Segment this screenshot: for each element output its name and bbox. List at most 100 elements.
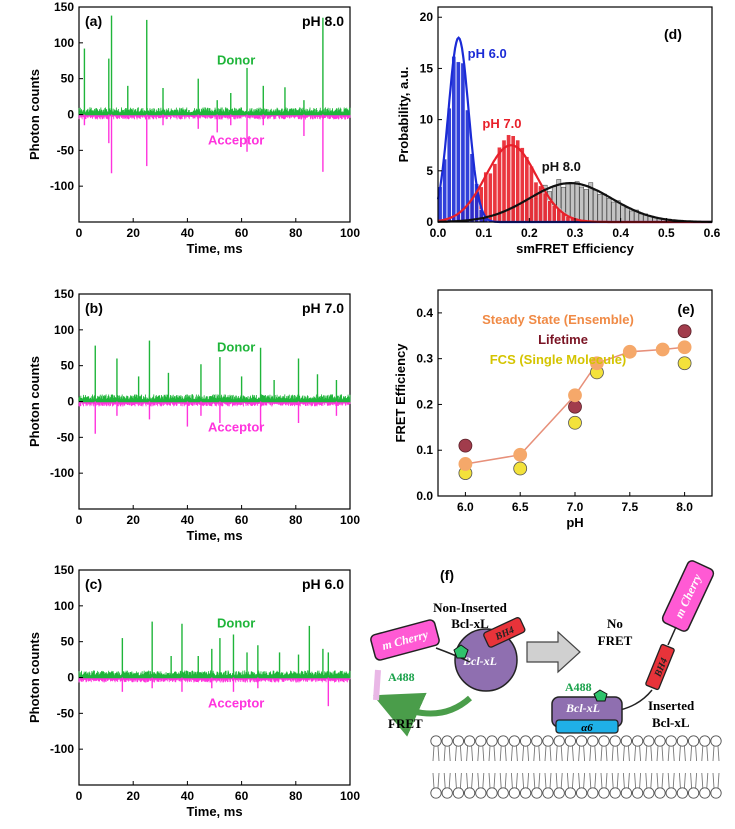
lipid-tail <box>544 772 552 789</box>
lipid-tail <box>667 772 675 789</box>
lipid-head <box>665 735 677 747</box>
x-tick-label: 80 <box>289 513 303 527</box>
lipid-head <box>687 735 700 747</box>
lipid-tail <box>678 745 686 762</box>
hist-bar-80 <box>579 186 584 223</box>
bclxl-label-left: Bcl-xL <box>462 654 497 668</box>
lipid-head <box>564 787 577 799</box>
lipid-head <box>441 787 453 799</box>
linker-top <box>667 626 677 646</box>
lipid-head <box>609 787 621 799</box>
x-axis-label: Time, ms <box>186 528 242 543</box>
y-axis-label: Photon counts <box>27 356 42 447</box>
no-fret-label-2: FRET <box>598 633 633 648</box>
panel-e-chart: 6.0 6.5 7.0 7.5 8.0 0.0 0.1 0.2 0.3 0.4 pH FRET Eff… <box>393 289 713 530</box>
donor-baseline <box>78 107 351 116</box>
lipid-tail <box>522 745 530 762</box>
lipid-tail <box>645 745 653 762</box>
lipid-tail <box>488 772 496 789</box>
legend-steady-state: Steady State (Ensemble) <box>482 312 634 327</box>
condition-label: pH 7.0 <box>302 300 344 316</box>
lipid-tail <box>578 772 586 789</box>
lipid-head <box>531 735 543 747</box>
point-fcs <box>677 356 692 371</box>
lipid-head <box>542 787 554 799</box>
lipid-tail <box>533 772 541 789</box>
lipid-head <box>710 735 722 747</box>
lipid-tail <box>589 772 597 789</box>
y-axis-label: FRET Efficiency <box>393 343 408 443</box>
y-tick-label: 0.0 <box>416 489 433 503</box>
lipid-tail <box>667 745 675 762</box>
lipid-tail <box>566 745 574 762</box>
x-axis-label: smFRET Efficiency <box>516 241 635 256</box>
lipid-tail <box>432 745 440 762</box>
y-tick-label: 0.1 <box>416 443 433 457</box>
panel-a-chart: 0 20 40 60 80 100 150 100 50 0 -50 -100 Time, ms Phot… <box>27 0 360 256</box>
x-tick-label: 100 <box>340 226 360 240</box>
lipid-tail <box>589 745 597 762</box>
y-tick-label: 20 <box>420 10 434 24</box>
a488-dye-right <box>593 689 608 702</box>
hist-bar-70 <box>497 146 502 223</box>
hist-bar-70 <box>519 147 525 223</box>
lipid-head <box>587 787 599 799</box>
lipid-head <box>463 787 476 799</box>
fret-label: FRET <box>388 716 423 731</box>
hist-bar-80 <box>574 181 580 223</box>
acceptor-label: Acceptor <box>208 696 264 711</box>
lipid-tail <box>622 772 630 789</box>
lipid-tail <box>477 772 485 789</box>
x-tick-label: 60 <box>235 226 249 240</box>
lipid-head <box>519 735 532 747</box>
lipid-tail <box>645 772 653 789</box>
point-lifetime <box>458 438 473 453</box>
lipid-head <box>508 735 521 747</box>
x-tick-label: 0 <box>76 789 83 803</box>
lipid-head <box>699 735 711 747</box>
hist-bar-80 <box>606 198 612 223</box>
x-tick-label: 80 <box>289 226 303 240</box>
y-tick-label: 0.3 <box>416 352 433 366</box>
a488-label-left: A488 <box>388 670 415 684</box>
x-axis-label: Time, ms <box>186 804 242 819</box>
lipid-head <box>665 787 677 799</box>
y-tick-label: 0 <box>67 108 74 122</box>
y-tick-label: 100 <box>54 323 74 337</box>
lipid-head <box>687 787 700 799</box>
linker-left <box>435 647 471 663</box>
lipid-tail <box>712 745 720 762</box>
y-tick-label: -50 <box>57 706 75 720</box>
hist-bar-80 <box>611 201 616 223</box>
lipid-tail <box>454 745 462 762</box>
lipid-tail <box>678 772 686 789</box>
lipid-membrane <box>430 735 722 799</box>
x-tick-label: 0 <box>76 226 83 240</box>
x-tick-label: 0 <box>76 513 83 527</box>
inserted-label: Inserted <box>648 698 695 713</box>
lipid-tail <box>555 745 563 762</box>
x-tick-label: 20 <box>127 789 141 803</box>
x-tick-label: 60 <box>235 789 249 803</box>
transition-arrow <box>526 630 581 674</box>
lipid-tail <box>578 745 586 762</box>
hist-bar-60 <box>456 61 461 223</box>
alpha6-label: α6 <box>581 722 593 734</box>
hist-bar-80 <box>620 205 626 223</box>
lipid-head <box>497 735 509 747</box>
point-lifetime <box>677 324 692 339</box>
point-fcs <box>568 415 582 430</box>
y-tick-label: -100 <box>50 742 74 756</box>
lipid-head <box>676 735 689 747</box>
x-tick-label: 0.6 <box>704 226 721 240</box>
x-tick-label: 40 <box>181 226 195 240</box>
series-label-ph6: pH 6.0 <box>468 46 507 61</box>
hist-bar-80 <box>583 189 589 223</box>
lipid-tail <box>544 745 552 762</box>
lipid-tail <box>712 772 720 789</box>
series-label-ph8: pH 8.0 <box>542 159 581 174</box>
lipid-head <box>575 787 588 799</box>
y-tick-label: 15 <box>420 61 434 75</box>
y-tick-label: 100 <box>54 36 74 50</box>
